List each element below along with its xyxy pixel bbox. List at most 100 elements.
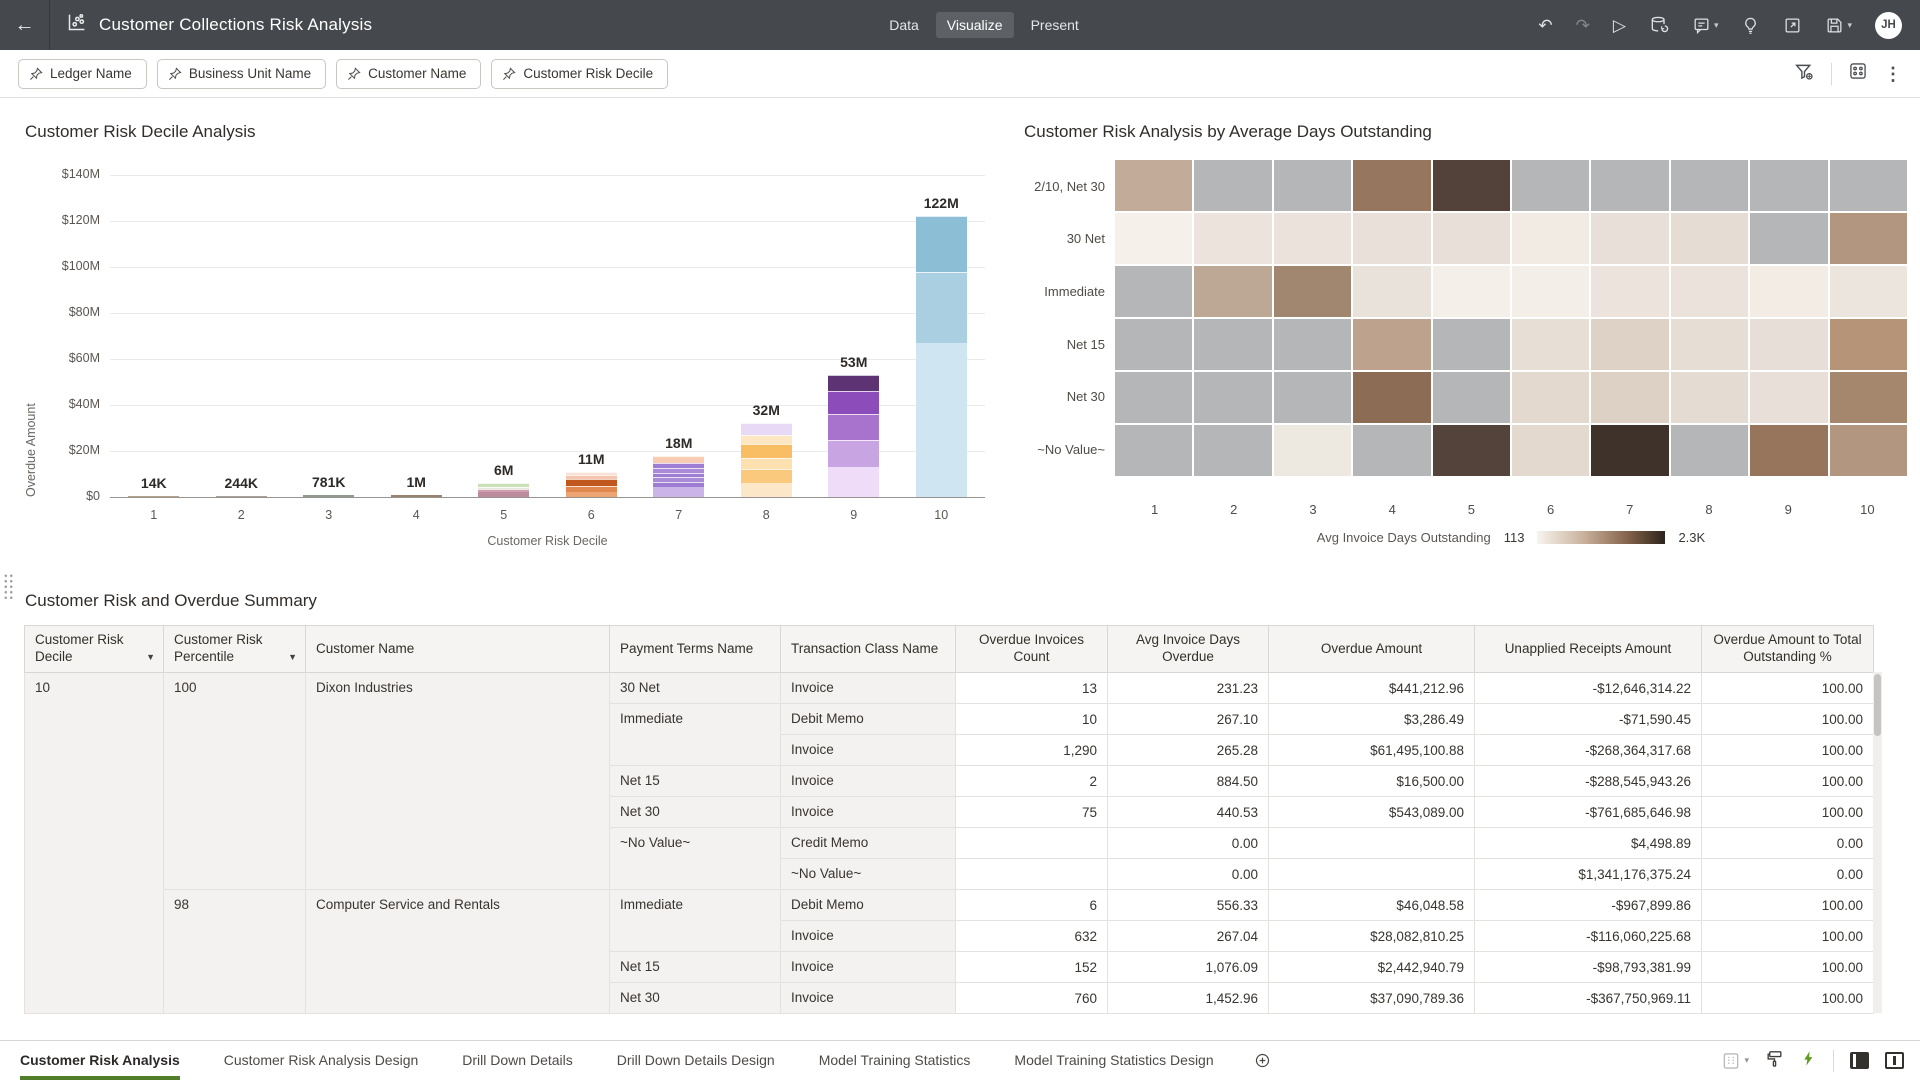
cell-overdue-invoices-count[interactable]: 152: [955, 951, 1108, 983]
heatmap-cell-r1-c8[interactable]: [1670, 160, 1749, 211]
cell-payment-terms-name[interactable]: ~No Value~: [609, 827, 781, 890]
heatmap-cell-r1-c6[interactable]: [1512, 160, 1590, 211]
heatmap-cell-r4-c8[interactable]: [1670, 319, 1749, 370]
cell-unapplied-receipts-amount[interactable]: -$761,685,646.98: [1474, 796, 1702, 828]
canvas-tab-drill-down-details[interactable]: Drill Down Details: [462, 1051, 573, 1068]
bar-decile-4[interactable]: [390, 494, 442, 497]
cell-transaction-class-name[interactable]: Invoice: [780, 734, 956, 766]
cell-overdue-amount-to-total-outstanding[interactable]: 100.00: [1701, 765, 1874, 797]
cell-overdue-amount[interactable]: $28,082,810.25: [1268, 920, 1475, 952]
cell-transaction-class-name[interactable]: Invoice: [780, 920, 956, 952]
heatmap-cell-r2-c2[interactable]: [1194, 213, 1272, 264]
save-button[interactable]: ▾: [1825, 16, 1852, 35]
heatmap-cell-r3-c6[interactable]: [1512, 266, 1590, 317]
cell-overdue-amount[interactable]: $441,212.96: [1268, 672, 1475, 704]
heatmap-cell-r1-c7[interactable]: [1591, 160, 1669, 211]
cell-overdue-invoices-count[interactable]: 2: [955, 765, 1108, 797]
cell-overdue-invoices-count[interactable]: 13: [955, 672, 1108, 704]
cell-overdue-invoices-count[interactable]: 6: [955, 889, 1108, 921]
heatmap-cell-r4-c3[interactable]: [1273, 319, 1352, 370]
heatmap-cell-r2-c7[interactable]: [1591, 213, 1669, 264]
heatmap-cell-r2-c6[interactable]: [1512, 213, 1590, 264]
heatmap-cell-r1-c3[interactable]: [1273, 160, 1352, 211]
cell-transaction-class-name[interactable]: Credit Memo: [780, 827, 956, 859]
run-button[interactable]: ▷: [1613, 17, 1626, 34]
filter-chip-customer-risk-decile[interactable]: Customer Risk Decile: [491, 58, 669, 89]
export-button[interactable]: [1783, 16, 1802, 35]
canvas-tab-model-training-statistics-design[interactable]: Model Training Statistics Design: [1014, 1051, 1214, 1068]
cell-avg-invoice-days-overdue[interactable]: 267.04: [1107, 920, 1269, 952]
cell-overdue-amount[interactable]: $16,500.00: [1268, 765, 1475, 797]
heatmap-cell-r4-c10[interactable]: [1829, 319, 1907, 370]
heatmap-cell-r6-c9[interactable]: [1750, 425, 1828, 476]
filter-chip-ledger-name[interactable]: Ledger Name: [18, 58, 147, 89]
heatmap-cell-r3-c9[interactable]: [1750, 266, 1828, 317]
heatmap-cell-r6-c4[interactable]: [1353, 425, 1431, 476]
user-avatar[interactable]: JH: [1875, 11, 1903, 39]
cell-unapplied-receipts-amount[interactable]: -$116,060,225.68: [1474, 920, 1702, 952]
heatmap-cell-r1-c9[interactable]: [1750, 160, 1828, 211]
column-header-overdue-invoices-count[interactable]: Overdue Invoices Count: [955, 625, 1108, 673]
cell-overdue-amount-to-total-outstanding[interactable]: 0.00: [1701, 827, 1874, 859]
heatmap-cell-r4-c7[interactable]: [1591, 319, 1669, 370]
column-header-customer-risk-decile[interactable]: Customer Risk Decile ▼: [24, 625, 164, 673]
heatmap-cell-r2-c4[interactable]: [1353, 213, 1431, 264]
cell-overdue-amount[interactable]: $543,089.00: [1268, 796, 1475, 828]
cell-overdue-invoices-count[interactable]: 75: [955, 796, 1108, 828]
cell-transaction-class-name[interactable]: Debit Memo: [780, 703, 956, 735]
column-header-customer-risk-percentile[interactable]: Customer Risk Percentile ▼: [163, 625, 306, 673]
sort-filter-icon[interactable]: ▼: [146, 651, 155, 662]
column-header-transaction-class-name[interactable]: Transaction Class Name: [780, 625, 956, 673]
cell-overdue-amount[interactable]: $37,090,789.36: [1268, 982, 1475, 1014]
cell-overdue-amount[interactable]: [1268, 858, 1475, 890]
cell-payment-terms-name[interactable]: Net 15: [609, 951, 781, 983]
cell-overdue-amount[interactable]: $61,495,100.88: [1268, 734, 1475, 766]
heatmap-cell-r5-c2[interactable]: [1194, 372, 1272, 423]
cell-unapplied-receipts-amount[interactable]: -$12,646,314.22: [1474, 672, 1702, 704]
heatmap-cell-r6-c6[interactable]: [1512, 425, 1590, 476]
cell-overdue-amount[interactable]: $46,048.58: [1268, 889, 1475, 921]
cell-unapplied-receipts-amount[interactable]: -$98,793,381.99: [1474, 951, 1702, 983]
heatmap-cell-r2-c1[interactable]: [1115, 213, 1193, 264]
heatmap-cell-r5-c9[interactable]: [1750, 372, 1828, 423]
insights-button[interactable]: [1741, 16, 1760, 35]
mode-tab-present[interactable]: Present: [1030, 17, 1079, 33]
cell-avg-invoice-days-overdue[interactable]: 267.10: [1107, 703, 1269, 735]
cell-payment-terms-name[interactable]: Immediate: [609, 889, 781, 952]
canvas-tab-drill-down-details-design[interactable]: Drill Down Details Design: [616, 1051, 775, 1068]
heatmap-cell-r3-c8[interactable]: [1670, 266, 1749, 317]
bar-decile-3[interactable]: [303, 495, 355, 497]
heatmap-cell-r3-c2[interactable]: [1194, 266, 1272, 317]
auto-apply-lightning-icon[interactable]: [1800, 1049, 1817, 1073]
heatmap-cell-r6-c7[interactable]: [1591, 425, 1669, 476]
table-scrollbar-thumb[interactable]: [1874, 674, 1881, 736]
column-header-unapplied-receipts-amount[interactable]: Unapplied Receipts Amount: [1474, 625, 1702, 673]
heatmap-cell-r4-c6[interactable]: [1512, 319, 1590, 370]
heatmap-cell-r5-c1[interactable]: [1115, 372, 1193, 423]
cell-unapplied-receipts-amount[interactable]: $4,498.89: [1474, 827, 1702, 859]
canvas-layout-button[interactable]: ▾: [1721, 1051, 1749, 1071]
cell-overdue-amount-to-total-outstanding[interactable]: 100.00: [1701, 796, 1874, 828]
heatmap-cell-r6-c10[interactable]: [1829, 425, 1907, 476]
cell-avg-invoice-days-overdue[interactable]: 440.53: [1107, 796, 1269, 828]
column-header-avg-invoice-days-overdue[interactable]: Avg Invoice Days Overdue: [1107, 625, 1269, 673]
heatmap-cell-r1-c10[interactable]: [1829, 160, 1907, 211]
cell-overdue-amount-to-total-outstanding[interactable]: 100.00: [1701, 951, 1874, 983]
cell-transaction-class-name[interactable]: Invoice: [780, 765, 956, 797]
mode-tab-visualize[interactable]: Visualize: [935, 12, 1014, 38]
cell-transaction-class-name[interactable]: Invoice: [780, 796, 956, 828]
filter-settings-button[interactable]: [1794, 61, 1815, 87]
cell-overdue-invoices-count[interactable]: 1,290: [955, 734, 1108, 766]
heatmap-cell-r1-c1[interactable]: [1115, 160, 1193, 211]
canvas-properties-button[interactable]: [1848, 61, 1868, 86]
heatmap-cell-r2-c5[interactable]: [1432, 213, 1510, 264]
heatmap-cell-r3-c7[interactable]: [1591, 266, 1669, 317]
splitter-handle[interactable]: [3, 573, 14, 601]
bar-decile-10[interactable]: [915, 216, 967, 497]
cell-overdue-amount-to-total-outstanding[interactable]: 100.00: [1701, 889, 1874, 921]
heatmap-cell-r2-c3[interactable]: [1273, 213, 1352, 264]
cell-payment-terms-name[interactable]: Net 15: [609, 765, 781, 797]
refresh-data-button[interactable]: [1649, 15, 1669, 35]
cell-overdue-invoices-count[interactable]: 760: [955, 982, 1108, 1014]
cell-customer-risk-percentile[interactable]: 98: [163, 889, 306, 1014]
